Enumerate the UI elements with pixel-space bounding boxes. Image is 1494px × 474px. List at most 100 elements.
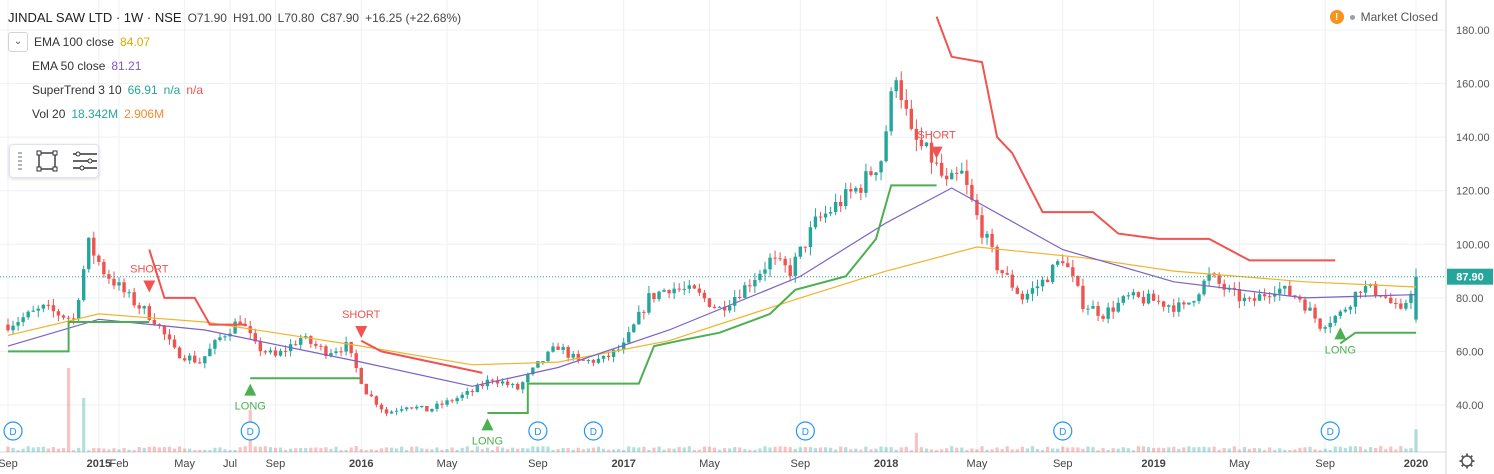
candle-body bbox=[465, 391, 469, 395]
candle-body bbox=[374, 396, 379, 405]
volume-bar bbox=[354, 446, 358, 452]
volume-bar bbox=[849, 449, 853, 452]
candle-body bbox=[87, 237, 91, 270]
indicator-value-2: 2.906M bbox=[124, 107, 165, 121]
volume-bar bbox=[283, 449, 288, 452]
volume-bar bbox=[965, 450, 969, 452]
symbol-title[interactable]: JINDAL SAW LTD · 1W · NSE bbox=[8, 10, 182, 25]
dividend-marker-icon[interactable] bbox=[528, 421, 548, 441]
last-price-label: 87.90 bbox=[1456, 272, 1484, 284]
candle-body bbox=[682, 288, 686, 290]
volume-bar bbox=[687, 446, 691, 452]
candle-body bbox=[253, 333, 257, 342]
candle-body bbox=[152, 319, 157, 325]
volume-bar bbox=[692, 450, 696, 452]
volume-bar bbox=[294, 448, 298, 452]
indicator-volume[interactable]: Vol 20 18.342M 2.906M bbox=[8, 102, 461, 126]
volume-bar bbox=[41, 446, 45, 452]
indicator-supertrend[interactable]: SuperTrend 3 10 66.91 n/a n/a bbox=[8, 78, 461, 102]
volume-bar bbox=[950, 446, 954, 452]
candle-body bbox=[1278, 288, 1282, 294]
indicator-ema100[interactable]: ⌄ EMA 100 close 84.07 bbox=[8, 30, 461, 54]
candle-body bbox=[16, 322, 20, 326]
volume-bar bbox=[485, 447, 490, 452]
volume-bar bbox=[955, 447, 959, 452]
candle-body bbox=[71, 318, 76, 320]
volume-bar bbox=[82, 398, 86, 452]
candle-body bbox=[818, 216, 823, 218]
x-tick-label: Jul bbox=[223, 458, 237, 470]
warning-icon: ! bbox=[1329, 10, 1344, 24]
y-tick-label: 40.00 bbox=[1456, 400, 1484, 412]
volume-bar bbox=[813, 448, 818, 452]
object-tree-icon[interactable] bbox=[36, 150, 58, 172]
candle-body bbox=[702, 292, 707, 299]
candle-body bbox=[849, 189, 853, 192]
candle-body bbox=[309, 336, 313, 344]
x-tick-label: May bbox=[437, 458, 458, 470]
volume-bar bbox=[188, 448, 192, 452]
indicator-value: 84.07 bbox=[120, 35, 151, 49]
candle-body bbox=[1177, 302, 1181, 312]
candle-body bbox=[556, 346, 560, 350]
market-status[interactable]: ! Market Closed bbox=[1329, 10, 1438, 24]
candle-body bbox=[541, 361, 545, 363]
volume-bar bbox=[536, 446, 540, 452]
dividend-marker-icon[interactable] bbox=[583, 421, 604, 441]
x-tick-label: Sep bbox=[791, 458, 811, 470]
volume-bar bbox=[909, 450, 913, 452]
volume-bar bbox=[1056, 448, 1060, 452]
volume-bar bbox=[1308, 446, 1312, 452]
candle-body bbox=[591, 360, 596, 363]
volume-bar bbox=[1273, 449, 1277, 452]
candle-body bbox=[1414, 276, 1418, 320]
supertrend-up-line bbox=[487, 184, 937, 414]
dividend-marker-icon[interactable] bbox=[1320, 421, 1340, 441]
volume-bar bbox=[682, 447, 686, 452]
candle-body bbox=[41, 304, 46, 309]
candle-body bbox=[177, 347, 182, 359]
x-tick-label: May bbox=[174, 458, 195, 470]
volume-bar bbox=[324, 447, 328, 452]
candle-body bbox=[349, 341, 353, 354]
drag-handle-icon[interactable] bbox=[18, 152, 22, 170]
dividend-marker-icon[interactable] bbox=[1053, 421, 1073, 441]
volume-bar bbox=[268, 447, 273, 452]
volume-bar bbox=[773, 446, 777, 452]
short-signal-icon bbox=[355, 326, 368, 339]
volume-bar bbox=[1232, 446, 1236, 452]
candle-body bbox=[1061, 261, 1065, 264]
chevron-down-icon[interactable]: ⌄ bbox=[8, 32, 28, 52]
candle-body bbox=[1197, 294, 1201, 302]
volume-bar bbox=[823, 447, 828, 452]
volume-bar bbox=[97, 448, 101, 452]
candle-body bbox=[975, 199, 979, 216]
candle-body bbox=[783, 258, 787, 266]
candle-body bbox=[324, 346, 328, 356]
candle-body bbox=[768, 257, 772, 270]
supertrend-down-line bbox=[148, 249, 246, 326]
candle-body bbox=[652, 293, 656, 300]
dividend-marker-icon[interactable] bbox=[240, 421, 260, 441]
indicator-ema50[interactable]: EMA 50 close 81.21 bbox=[8, 54, 461, 78]
candle-body bbox=[238, 321, 242, 324]
volume-bar bbox=[233, 450, 237, 452]
candle-body bbox=[601, 355, 606, 359]
long-signal-label: LONG bbox=[235, 401, 266, 413]
dividend-marker-label: D bbox=[534, 427, 541, 438]
candle-body bbox=[874, 172, 878, 176]
dividend-marker-icon[interactable] bbox=[3, 421, 23, 441]
volume-bar bbox=[1121, 447, 1125, 452]
volume-bar bbox=[1182, 447, 1186, 452]
format-lines-icon[interactable] bbox=[72, 150, 98, 172]
candle-body bbox=[1146, 293, 1151, 304]
candle-body bbox=[1318, 318, 1322, 329]
gear-icon[interactable] bbox=[1459, 453, 1475, 469]
volume-bar bbox=[1409, 448, 1413, 452]
candle-body bbox=[551, 346, 555, 352]
dividend-marker-icon[interactable] bbox=[795, 421, 815, 441]
candle-body bbox=[773, 257, 777, 259]
volume-bar bbox=[566, 447, 570, 452]
volume-bar bbox=[834, 449, 838, 452]
